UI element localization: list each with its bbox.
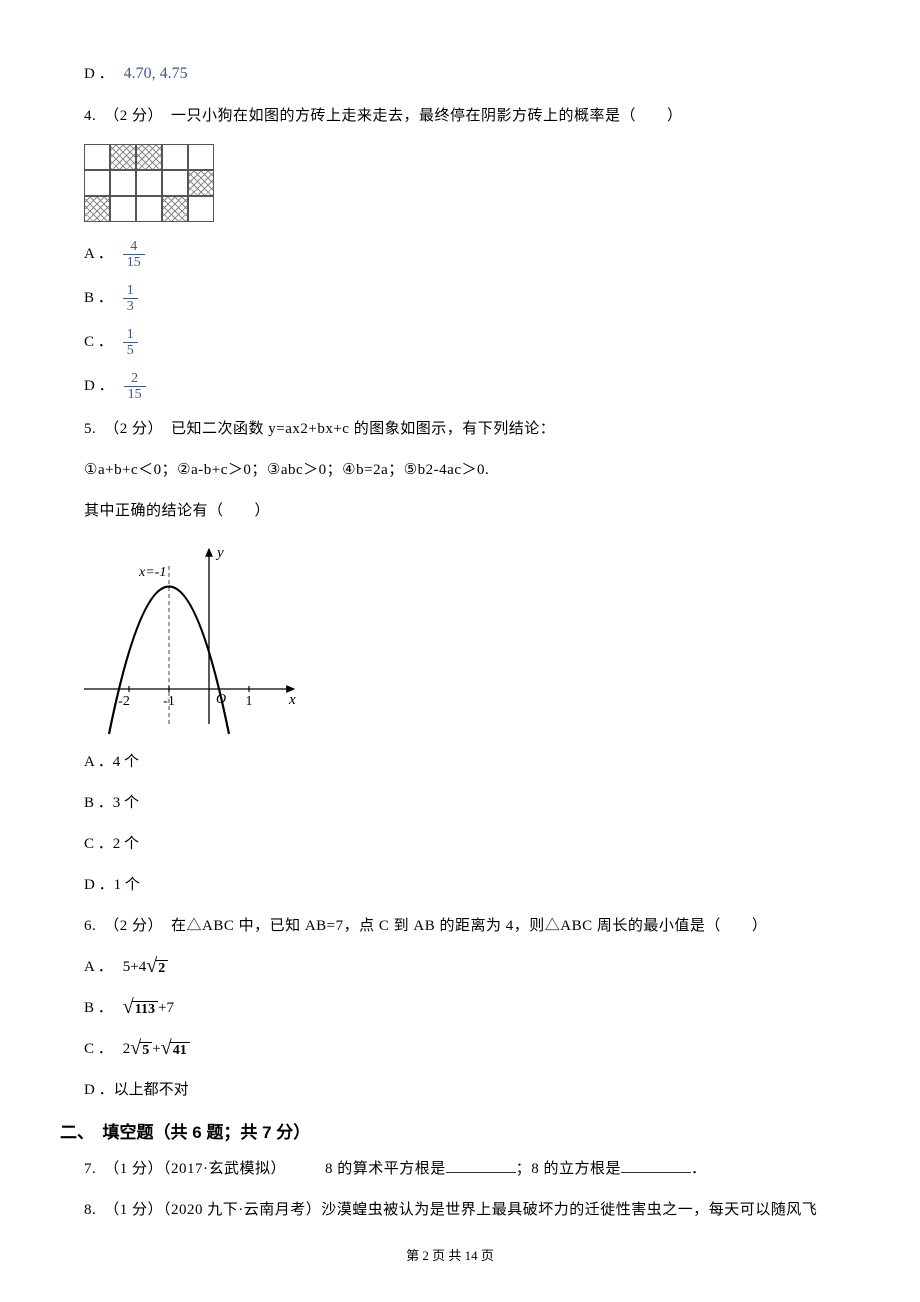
text-part: 2: [123, 1041, 131, 1057]
fill-blank[interactable]: [621, 1158, 691, 1173]
empty-cell: [136, 196, 162, 222]
sqrt: √41: [161, 1040, 190, 1058]
shaded-cell: [84, 196, 110, 222]
option-label: D ．: [84, 373, 114, 400]
shaded-cell: [162, 196, 188, 222]
tick-label: -2: [118, 694, 130, 709]
numerator: 1: [123, 284, 138, 298]
numerator: 1: [123, 328, 138, 342]
radicand: 41: [170, 1042, 190, 1058]
sqrt: √113: [123, 999, 158, 1017]
q6-option-d: D ．以上都不对: [84, 1077, 840, 1104]
origin-label: O: [216, 692, 226, 707]
option-text: 5+4√2: [123, 954, 168, 981]
grid-row: [84, 170, 840, 196]
x-axis-label: x: [288, 692, 296, 708]
empty-cell: [188, 196, 214, 222]
y-axis-label: y: [215, 545, 224, 561]
empty-cell: [110, 170, 136, 196]
q5-option-c: C ．2 个: [84, 831, 840, 858]
text-part: 5+4: [123, 959, 146, 975]
empty-cell: [84, 144, 110, 170]
q7: 7. （1 分）（2017·玄武模拟） 8 的算术平方根是 ；8 的立方根是 ．: [84, 1156, 840, 1183]
radicand: 5: [139, 1042, 152, 1058]
q5-line2: ①a+b+c＜0；②a-b+c＞0；③abc＞0；④b=2a；⑤b2-4ac＞0…: [84, 457, 840, 484]
shaded-cell: [136, 144, 162, 170]
shaded-cell: [110, 144, 136, 170]
denominator: 3: [123, 298, 138, 314]
radicand: 2: [155, 960, 168, 976]
q5-option-b: B ．3 个: [84, 790, 840, 817]
section-2-title: 二、 填空题（共 6 题；共 7 分）: [60, 1118, 840, 1149]
grid-row: [84, 196, 840, 222]
text-part: +: [152, 1041, 160, 1057]
fill-blank[interactable]: [446, 1158, 516, 1173]
denominator: 5: [123, 342, 138, 358]
q5-option-a: A ．4 个: [84, 749, 840, 776]
q4-option-a: A ． 4 15: [84, 240, 840, 270]
empty-cell: [136, 170, 162, 196]
option-text: √113+7: [123, 995, 174, 1022]
option-label: C ．: [84, 329, 113, 356]
empty-cell: [162, 144, 188, 170]
fraction: 2 15: [124, 372, 146, 402]
fraction: 4 15: [123, 240, 145, 270]
text-part: +7: [158, 1000, 174, 1016]
fraction: 1 5: [123, 328, 138, 358]
q7-suffix: ．: [691, 1161, 707, 1177]
numerator: 4: [126, 240, 141, 254]
q5-line3: 其中正确的结论有（ ）: [84, 498, 840, 525]
q4-option-c: C ． 1 5: [84, 328, 840, 358]
q6-option-b: B ． √113+7: [84, 995, 840, 1022]
option-text: 2√5+√41: [123, 1036, 190, 1063]
q7-prefix: 7. （1 分）（2017·玄武模拟） 8 的算术平方根是: [84, 1161, 446, 1177]
empty-cell: [110, 196, 136, 222]
sqrt: √2: [146, 958, 168, 976]
numerator: 2: [127, 372, 142, 386]
option-label: A ．: [84, 954, 113, 981]
axis-note: x=-1: [138, 565, 166, 580]
empty-cell: [84, 170, 110, 196]
denominator: 15: [123, 254, 145, 270]
option-label: B ．: [84, 995, 113, 1022]
empty-cell: [188, 144, 214, 170]
option-label: A ．: [84, 241, 113, 268]
radicand: 113: [132, 1001, 158, 1017]
grid-row: [84, 144, 840, 170]
shaded-cell: [188, 170, 214, 196]
q4-figure: [84, 144, 840, 222]
option-label: B ．: [84, 285, 113, 312]
q6-prompt: 6. （2 分） 在△ABC 中，已知 AB=7，点 C 到 AB 的距离为 4…: [84, 913, 840, 940]
q7-mid: ；8 的立方根是: [516, 1161, 621, 1177]
q4-option-d: D ． 2 15: [84, 372, 840, 402]
q6-option-c: C ． 2√5+√41: [84, 1036, 840, 1063]
sqrt: √5: [130, 1040, 152, 1058]
option-label: D ．: [84, 61, 114, 88]
q3-option-d-value: 4.70, 4.75: [124, 60, 188, 89]
empty-cell: [162, 170, 188, 196]
q4-prompt: 4. （2 分） 一只小狗在如图的方砖上走来走去，最终停在阴影方砖上的概率是（ …: [84, 103, 840, 130]
tick-label: 1: [246, 694, 253, 709]
q4-option-b: B ． 1 3: [84, 284, 840, 314]
q5-figure: -2 -1 O 1 x y x=-1: [84, 539, 840, 739]
q5-option-d: D ．1 个: [84, 872, 840, 899]
tick-label: -1: [163, 694, 175, 709]
q3-option-d: D ． 4.70, 4.75: [84, 60, 840, 89]
q5-prompt: 5. （2 分） 已知二次函数 y=ax2+bx+c 的图象如图示，有下列结论：: [84, 416, 840, 443]
denominator: 15: [124, 386, 146, 402]
option-label: C ．: [84, 1036, 113, 1063]
page-footer: 第 2 页 共 14 页: [60, 1244, 840, 1267]
fraction: 1 3: [123, 284, 138, 314]
q6-option-a: A ． 5+4√2: [84, 954, 840, 981]
q8: 8. （1 分）（2020 九下·云南月考）沙漠蝗虫被认为是世界上最具破坏力的迁…: [84, 1197, 840, 1224]
